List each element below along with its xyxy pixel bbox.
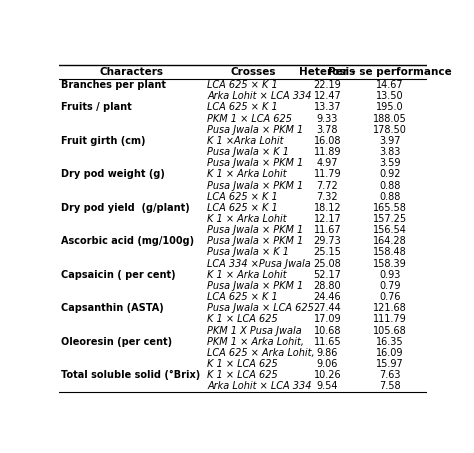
Text: Heterosis: Heterosis [299,67,356,77]
Text: 7.72: 7.72 [317,180,338,191]
Text: Capsaicin ( per cent): Capsaicin ( per cent) [61,270,176,280]
Text: 27.44: 27.44 [313,304,341,313]
Text: 10.26: 10.26 [314,370,341,380]
Text: Dry pod weight (g): Dry pod weight (g) [61,169,165,179]
Text: LCA 625 × K 1: LCA 625 × K 1 [207,102,278,112]
Text: K 1 × LCA 625: K 1 × LCA 625 [207,370,278,380]
Text: Arka Lohit × LCA 334: Arka Lohit × LCA 334 [207,381,312,391]
Text: 9.33: 9.33 [317,114,338,124]
Text: K 1 ×Arka Lohit: K 1 ×Arka Lohit [207,136,284,146]
Text: 3.83: 3.83 [379,147,401,157]
Text: 25.08: 25.08 [313,259,341,269]
Text: 10.68: 10.68 [314,326,341,336]
Text: 15.97: 15.97 [376,359,404,369]
Text: 0.79: 0.79 [379,281,401,291]
Text: K 1 × LCA 625: K 1 × LCA 625 [207,314,278,324]
Text: 111.79: 111.79 [373,314,407,324]
Text: 29.73: 29.73 [313,236,341,246]
Text: LCA 334 ×Pusa Jwala: LCA 334 ×Pusa Jwala [207,259,311,269]
Text: Pusa Jwala × PKM 1: Pusa Jwala × PKM 1 [207,281,303,291]
Text: 25.15: 25.15 [313,247,341,257]
Text: Fruits / plant: Fruits / plant [61,102,132,112]
Text: 3.78: 3.78 [317,125,338,135]
Text: Ascorbic acid (mg/100g): Ascorbic acid (mg/100g) [61,236,194,246]
Text: 4.97: 4.97 [317,158,338,168]
Text: 28.80: 28.80 [314,281,341,291]
Text: 11.79: 11.79 [314,169,341,179]
Text: LCA 625 × Arka Lohit,: LCA 625 × Arka Lohit, [207,348,315,358]
Text: 22.19: 22.19 [313,80,341,90]
Text: 16.35: 16.35 [376,337,404,347]
Text: PKM 1 × Arka Lohit,: PKM 1 × Arka Lohit, [207,337,304,347]
Text: Per - se performance: Per - se performance [328,67,452,77]
Text: Fruit girth (cm): Fruit girth (cm) [61,136,146,146]
Text: Pusa Jwala × K 1: Pusa Jwala × K 1 [207,247,289,257]
Text: 105.68: 105.68 [373,326,407,336]
Text: 121.68: 121.68 [373,304,407,313]
Text: K 1 × Arka Lohit: K 1 × Arka Lohit [207,270,287,280]
Text: Pusa Jwala × LCA 625: Pusa Jwala × LCA 625 [207,304,314,313]
Text: Total soluble solid (°Brix): Total soluble solid (°Brix) [61,370,201,381]
Text: LCA 625 × K 1: LCA 625 × K 1 [207,192,278,202]
Text: 0.88: 0.88 [379,180,401,191]
Text: 0.88: 0.88 [379,192,401,202]
Text: 12.47: 12.47 [313,91,341,101]
Text: K 1 × Arka Lohit: K 1 × Arka Lohit [207,169,287,179]
Text: Oleoresin (per cent): Oleoresin (per cent) [61,337,172,347]
Text: 9.06: 9.06 [317,359,338,369]
Text: 165.58: 165.58 [373,203,407,213]
Text: LCA 625 × K 1: LCA 625 × K 1 [207,292,278,302]
Text: 14.67: 14.67 [376,80,404,90]
Text: 3.97: 3.97 [379,136,401,146]
Text: Pusa Jwala × K 1: Pusa Jwala × K 1 [207,147,289,157]
Text: LCA 625 × K 1: LCA 625 × K 1 [207,80,278,90]
Text: Pusa Jwala × PKM 1: Pusa Jwala × PKM 1 [207,225,303,235]
Text: PKM 1 X Pusa Jwala: PKM 1 X Pusa Jwala [207,326,302,336]
Text: 9.86: 9.86 [317,348,338,358]
Text: 9.54: 9.54 [317,381,338,391]
Text: Pusa Jwala × PKM 1: Pusa Jwala × PKM 1 [207,236,303,246]
Text: Dry pod yield  (g/plant): Dry pod yield (g/plant) [61,203,190,213]
Text: Pusa Jwala × PKM 1: Pusa Jwala × PKM 1 [207,158,303,168]
Text: PKM 1 × LCA 625: PKM 1 × LCA 625 [207,114,292,124]
Text: 157.25: 157.25 [373,214,407,224]
Text: 16.08: 16.08 [314,136,341,146]
Text: 188.05: 188.05 [373,114,407,124]
Text: Crosses: Crosses [230,67,276,77]
Text: 0.92: 0.92 [379,169,401,179]
Text: Pusa Jwala × PKM 1: Pusa Jwala × PKM 1 [207,180,303,191]
Text: K 1 × LCA 625: K 1 × LCA 625 [207,359,278,369]
Text: 11.67: 11.67 [314,225,341,235]
Text: 11.89: 11.89 [314,147,341,157]
Text: 16.09: 16.09 [376,348,404,358]
Text: 0.93: 0.93 [379,270,401,280]
Text: 164.28: 164.28 [373,236,407,246]
Text: Arka Lohit × LCA 334: Arka Lohit × LCA 334 [207,91,312,101]
Text: 3.59: 3.59 [379,158,401,168]
Text: 0.76: 0.76 [379,292,401,302]
Text: Pusa Jwala × PKM 1: Pusa Jwala × PKM 1 [207,125,303,135]
Text: 13.50: 13.50 [376,91,404,101]
Text: 7.32: 7.32 [317,192,338,202]
Text: 7.63: 7.63 [379,370,401,380]
Text: Capsanthin (ASTA): Capsanthin (ASTA) [61,304,164,313]
Text: 195.0: 195.0 [376,102,404,112]
Text: 11.65: 11.65 [314,337,341,347]
Text: LCA 625 × K 1: LCA 625 × K 1 [207,203,278,213]
Text: 12.17: 12.17 [313,214,341,224]
Text: 156.54: 156.54 [373,225,407,235]
Text: Characters: Characters [100,67,164,77]
Text: 13.37: 13.37 [314,102,341,112]
Text: K 1 × Arka Lohit: K 1 × Arka Lohit [207,214,287,224]
Text: 158.48: 158.48 [373,247,407,257]
Text: 158.39: 158.39 [373,259,407,269]
Text: 7.58: 7.58 [379,381,401,391]
Text: 52.17: 52.17 [313,270,341,280]
Text: 24.46: 24.46 [314,292,341,302]
Text: 178.50: 178.50 [373,125,407,135]
Text: 18.12: 18.12 [314,203,341,213]
Text: 17.09: 17.09 [314,314,341,324]
Text: Branches per plant: Branches per plant [61,80,166,90]
